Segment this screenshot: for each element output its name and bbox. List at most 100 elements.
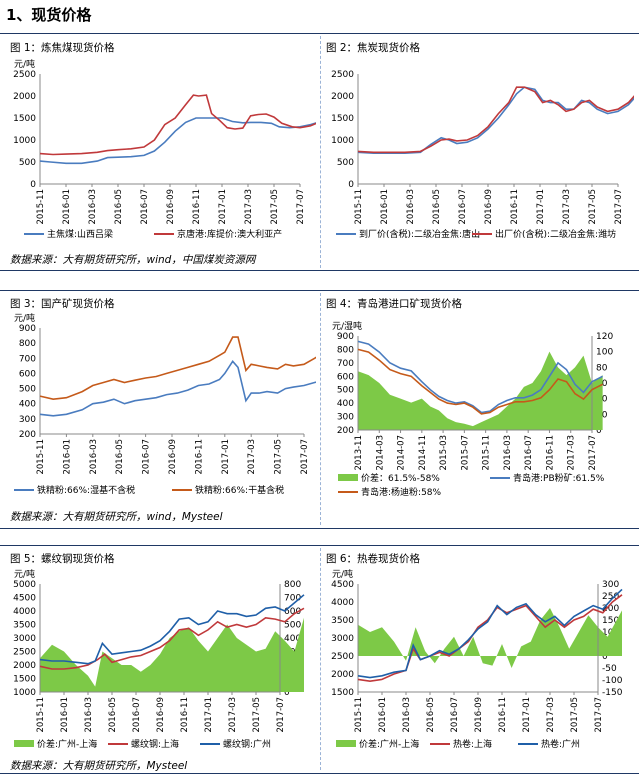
- y-tick-label: 900: [337, 332, 354, 342]
- series-line-0: [39, 117, 316, 165]
- x-tick-label: 2016-05: [426, 697, 436, 733]
- x-tick-label: 2017-03: [247, 439, 257, 475]
- y-tick-label: 4000: [331, 598, 354, 608]
- y2-tick-label: -150: [602, 688, 623, 698]
- legend-swatch: [336, 740, 356, 747]
- y-tick-label: 3500: [331, 616, 354, 626]
- x-tick-label: 2015-07: [460, 435, 470, 471]
- x-tick-label: 2017-07: [276, 697, 286, 733]
- y2-tick-label: 400: [284, 634, 301, 644]
- y-tick-label: 200: [19, 430, 36, 440]
- y-tick-label: 2000: [13, 92, 36, 102]
- y-tick-label: 5000: [13, 580, 36, 590]
- chart-6-plot: 元/吨1500200025003000350040004500-150-100-…: [331, 568, 623, 750]
- y-tick-label: 3000: [331, 634, 354, 644]
- x-tick-label: 2016-05: [108, 697, 118, 733]
- unit-label: 元/吨: [14, 312, 35, 324]
- x-tick-label: 2016-03: [406, 189, 416, 225]
- y2-tick-label: 100: [596, 348, 613, 358]
- legend-label: 铁精粉:66%:湿基不含税: [37, 484, 135, 496]
- legend-label: 螺纹钢:上海: [131, 738, 179, 750]
- unit-label: 元/吨: [14, 568, 35, 580]
- x-tick-label: 2015-11: [36, 439, 46, 475]
- y-tick-label: 400: [337, 399, 354, 409]
- x-tick-label: 2017-03: [562, 189, 572, 225]
- x-tick-label: 2016-07: [132, 697, 142, 733]
- legend-label: 京唐港:库提价:澳大利亚产: [177, 228, 282, 240]
- x-tick-label: 2016-09: [484, 189, 494, 225]
- x-tick-label: 2016-11: [194, 439, 204, 475]
- legend-label: 出厂价(含税):二级冶金焦:潍坊: [495, 228, 616, 240]
- divider-2: [0, 290, 639, 291]
- chart-2-plot: 0 500 1000 1500 2000 2500 2015-11 2016-01 2016-0…: [331, 70, 634, 240]
- x-tick-label: 2016-05: [114, 189, 124, 225]
- y-tick-label: 2500: [331, 70, 354, 80]
- chart-4-title: 图 4：青岛港进口矿现货价格: [326, 298, 463, 310]
- y-tick-label: 2000: [13, 661, 36, 671]
- divider-bottom: [0, 773, 639, 774]
- divider-4: [0, 545, 639, 546]
- unit-label: 元/吨: [332, 568, 353, 580]
- x-tick-label: 2016-03: [84, 697, 94, 733]
- column-divider-3: [320, 548, 321, 770]
- x-tick-label: 2017-05: [274, 439, 284, 475]
- x-tick-label: 2016-03: [88, 189, 98, 225]
- x-tick-label: 2017-07: [296, 189, 306, 225]
- series-line-1: [39, 336, 316, 401]
- x-tick-label: 2016-07: [450, 697, 460, 733]
- y2-tick-label: 150: [602, 616, 619, 626]
- x-tick-label: 2017-05: [588, 189, 598, 225]
- x-tick-label: 2017-03: [228, 697, 238, 733]
- y2-tick-label: -100: [602, 676, 623, 686]
- y-tick-label: 1000: [13, 688, 36, 698]
- x-tick-label: 2016-09: [168, 439, 178, 475]
- y-tick-label: 2000: [331, 670, 354, 680]
- x-tick-label: 2017-01: [522, 697, 532, 733]
- y-tick-label: 500: [19, 158, 36, 168]
- y-tick-label: 600: [19, 369, 36, 379]
- x-tick-label: 2017-05: [270, 189, 280, 225]
- x-tick-label: 2017-07: [594, 697, 604, 733]
- x-tick-label: 2017-07: [588, 435, 598, 471]
- chart-5-plot: 元/吨 1000 1500 2000 2500 3000 3500 4000 4500 5000 0…: [13, 568, 305, 750]
- x-tick-label: 2016-09: [474, 697, 484, 733]
- legend-label: 价差:广州-上海: [37, 738, 97, 750]
- y-tick-label: 800: [337, 345, 354, 355]
- series-area-0: [358, 351, 603, 430]
- x-tick-label: 2017-01: [204, 697, 214, 733]
- y-tick-label: 0: [348, 180, 354, 190]
- x-tick-label: 2014-03: [375, 435, 385, 471]
- y2-tick-label: 0: [284, 688, 290, 698]
- series-line-2: [357, 348, 603, 415]
- x-tick-label: 2016-01: [62, 439, 72, 475]
- y2-tick-label: 250: [602, 592, 619, 602]
- x-tick-label: 2016-11: [498, 697, 508, 733]
- unit-label: 元/湿吨: [332, 320, 362, 332]
- legend-label: 热卷:广州: [541, 738, 580, 750]
- x-tick-label: 2017-01: [218, 189, 228, 225]
- x-tick-label: 2017-07: [614, 189, 624, 225]
- x-tick-label: 2016-05: [115, 439, 125, 475]
- legend-label: 热卷:上海: [453, 738, 492, 750]
- legend-swatch: [338, 474, 358, 481]
- legend-label: 价差：61.5%-58%: [361, 472, 440, 484]
- y2-tick-label: 500: [284, 621, 301, 631]
- divider-top: [0, 33, 639, 34]
- divider-1: [0, 270, 639, 271]
- y-tick-label: 1500: [13, 114, 36, 124]
- data-source-2: 数据来源：大有期货研究所，wind，Mysteel: [10, 511, 223, 523]
- y-tick-label: 4500: [13, 594, 36, 604]
- y2-tick-label: 0: [596, 426, 602, 436]
- chart-1-plot: 元/吨 0 500 1000 1500 2000 2500 2015-11 2016-01 201…: [13, 58, 316, 240]
- series-line-0: [357, 86, 634, 154]
- y2-tick-label: 600: [284, 607, 301, 617]
- x-tick-label: 2017-05: [570, 697, 580, 733]
- x-tick-label: 2016-07: [524, 435, 534, 471]
- x-tick-label: 2015-03: [439, 435, 449, 471]
- y-tick-label: 3500: [13, 621, 36, 631]
- y-tick-label: 2500: [13, 70, 36, 80]
- x-tick-label: 2016-01: [378, 697, 388, 733]
- x-tick-label: 2016-03: [503, 435, 513, 471]
- x-tick-label: 2016-11: [180, 697, 190, 733]
- y2-tick-label: 80: [596, 363, 608, 373]
